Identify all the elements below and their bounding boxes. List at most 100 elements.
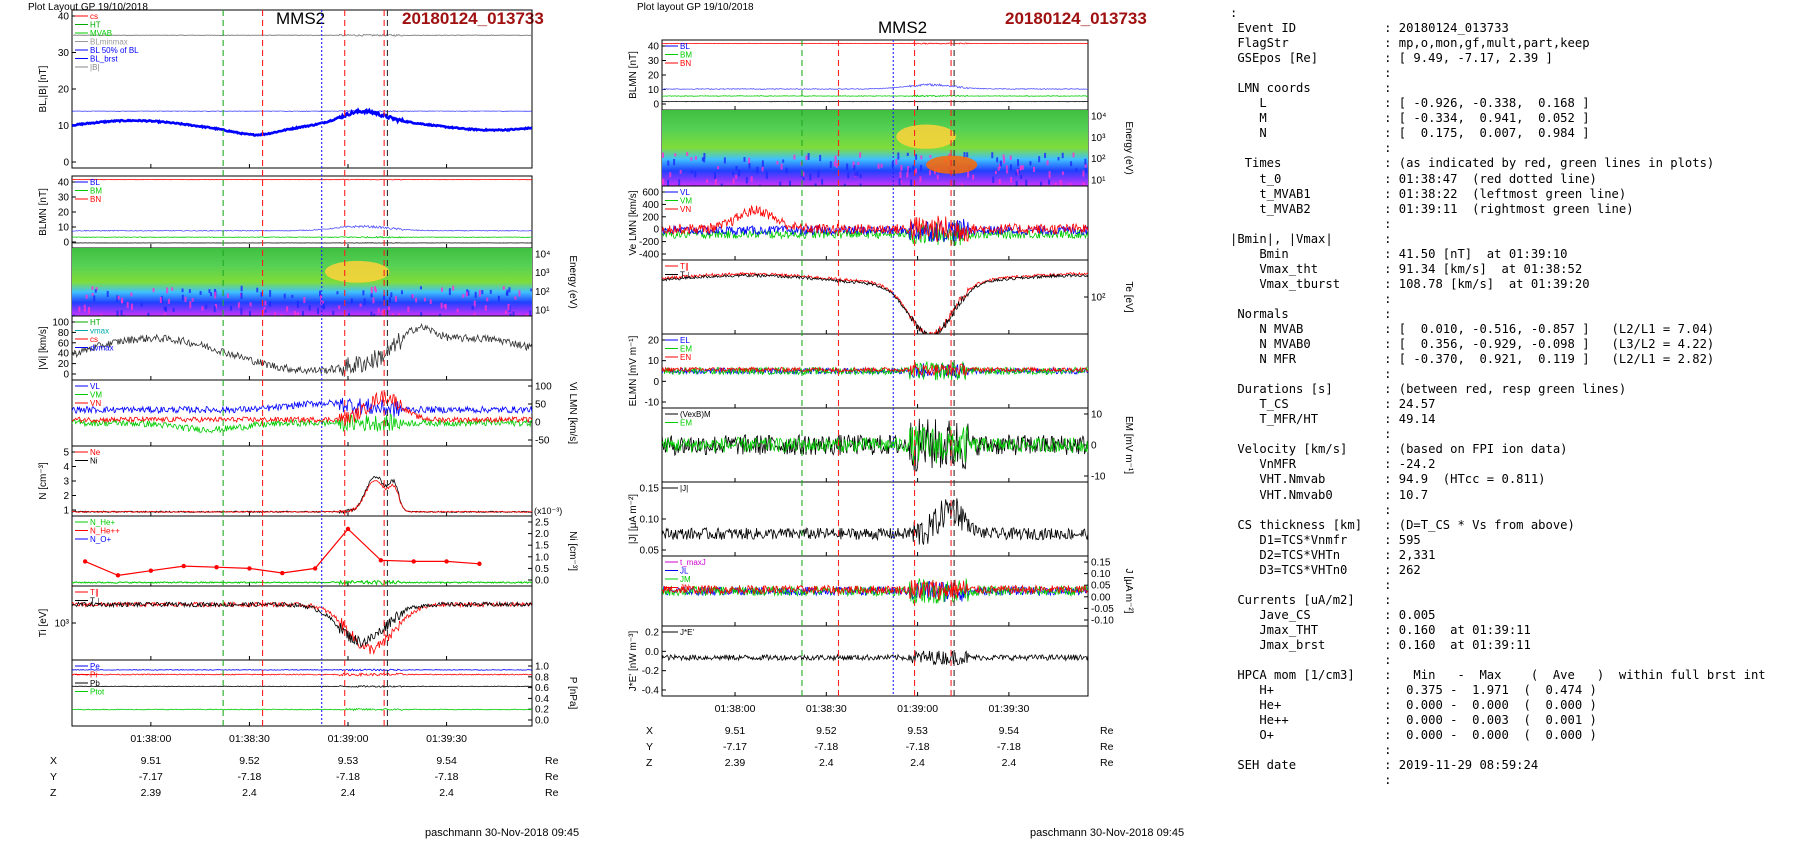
spec-pixel — [117, 295, 120, 300]
spec-pixel — [967, 170, 970, 178]
spec-pixel — [391, 313, 394, 316]
y-tick-label: 3 — [63, 477, 69, 488]
ephem-value: 9.54 — [436, 755, 457, 767]
time-tick-label: 01:38:30 — [229, 733, 270, 745]
panel-JLMN: 0.150.100.050.00-0.05-0.10 J [μA m⁻²] t_ma… — [661, 555, 1134, 627]
spec-pixel — [998, 163, 1001, 169]
info-line: O+ : 0.000 - 0.000 ( 0.000 ) — [1230, 728, 1597, 743]
spec-pixel — [529, 310, 532, 316]
r-tick-label: -0.05 — [1091, 604, 1114, 615]
spec-pixel — [526, 313, 529, 316]
panel-content — [662, 110, 1088, 186]
spec-pixel — [85, 294, 88, 299]
info-line: He++ : 0.000 - 0.003 ( 0.001 ) — [1230, 713, 1597, 728]
info-line: N MVAB0 : [ 0.356, -0.929, -0.098 ] (L3/… — [1230, 337, 1715, 352]
plot-credit-right: Plot layout GP 19/10/2018 — [637, 2, 754, 13]
y-tick-label: 10 — [58, 121, 70, 132]
spec-pixel — [240, 307, 243, 315]
r-tick-label: 0.6 — [535, 683, 549, 694]
y-tick-label: 30 — [58, 48, 70, 59]
spec-pixel — [1084, 158, 1087, 165]
y-tick-label: 40 — [58, 178, 70, 189]
spec-pixel — [998, 179, 1001, 185]
spec-pixel — [332, 310, 335, 315]
spec-pixel — [164, 306, 167, 312]
y-axis-label: Ti [eV] — [38, 609, 49, 638]
spec-pixel — [1061, 171, 1064, 175]
series-line — [662, 498, 1088, 545]
spec-pixel — [419, 286, 422, 290]
r-tick-label: 1.0 — [535, 662, 549, 673]
spec-hot — [896, 124, 956, 149]
ephem-unit: Re — [1100, 725, 1114, 737]
spec-pixel — [919, 176, 922, 183]
y-tick-label: 0.2 — [645, 628, 659, 639]
spec-pixel — [1082, 182, 1085, 186]
series-line — [662, 418, 1088, 472]
y-tick-label: 0.15 — [640, 484, 660, 495]
spec-pixel — [147, 312, 150, 316]
spec-pixel — [912, 165, 915, 171]
spec-pixel — [484, 305, 487, 311]
spec-pixel — [514, 296, 517, 300]
spec-pixel — [94, 289, 97, 293]
info-line: : — [1230, 66, 1392, 81]
spec-pixel — [264, 300, 267, 306]
spec-pixel — [920, 155, 923, 160]
spec-pixel — [191, 298, 194, 302]
series-line — [72, 600, 532, 648]
spec-pixel — [348, 312, 351, 316]
series-line — [662, 425, 1088, 465]
legend-entry: EL — [680, 336, 690, 345]
spec-pixel — [319, 290, 322, 297]
ephem-value: 2.39 — [141, 787, 162, 799]
spec-pixel — [91, 292, 94, 297]
r-tick-label: 0 — [1091, 441, 1097, 452]
spec-pixel — [686, 152, 689, 156]
spec-pixel — [448, 288, 451, 296]
r-tick-label: 1.5 — [535, 541, 549, 552]
spec-pixel — [933, 169, 936, 175]
spec-pixel — [809, 173, 812, 181]
spec-pixel — [359, 303, 362, 307]
spec-pixel — [1084, 163, 1087, 168]
spec-pixel — [972, 174, 975, 180]
spec-pixel — [167, 298, 170, 304]
ephem-value: 9.52 — [816, 725, 837, 737]
spec-pixel — [423, 297, 426, 302]
spec-pixel — [899, 179, 902, 184]
spec-pixel — [269, 290, 272, 297]
series-line — [72, 224, 532, 232]
legend-entry: cs — [90, 12, 98, 21]
y-tick-label: -10 — [645, 398, 660, 409]
series-line — [72, 684, 532, 688]
spec-pixel — [1029, 161, 1032, 166]
plot-credit-left: Plot Layout GP 19/10/2018 — [28, 2, 148, 13]
legend-entry: VM — [90, 391, 102, 400]
info-line: Event ID : 20180124_013733 — [1230, 21, 1509, 36]
spec-pixel — [388, 306, 391, 311]
y-tick-label: 0.05 — [640, 546, 660, 557]
spec-pixel — [900, 165, 903, 171]
info-line: Durations [s] : (between red, resp green… — [1230, 382, 1627, 397]
spec-pixel — [1047, 184, 1050, 186]
spec-pixel — [761, 160, 764, 167]
legend-entry: JM — [680, 575, 691, 584]
legend-entry: Pb — [90, 679, 100, 688]
series-line — [662, 273, 1088, 334]
spec-pixel — [915, 168, 918, 174]
r-tick-label: 10⁴ — [535, 250, 550, 261]
spec-pixel — [388, 297, 391, 303]
spec-pixel — [321, 300, 324, 305]
legend-entry: BN — [680, 59, 691, 68]
spec-pixel — [880, 163, 883, 168]
y-axis-label: J*E' [nW m⁻³] — [628, 631, 639, 692]
legend-entry: BLminmax — [90, 38, 128, 47]
spec-pixel — [1032, 166, 1035, 172]
spec-pixel — [1070, 161, 1073, 167]
spec-pixel — [172, 308, 175, 312]
spec-pixel — [322, 304, 325, 309]
spec-pixel — [920, 165, 923, 171]
